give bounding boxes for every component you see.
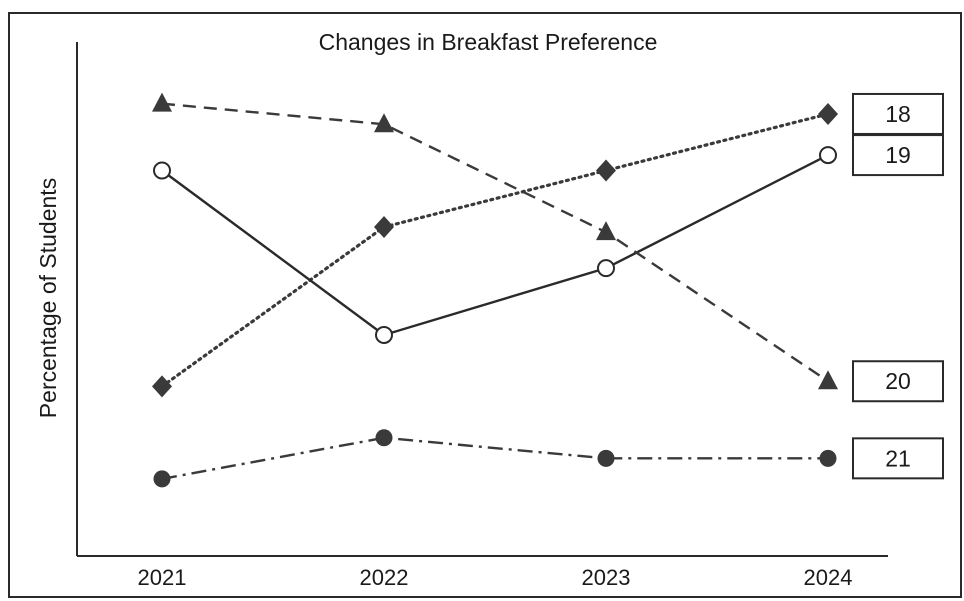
data-point — [818, 370, 838, 390]
series-label-box: 18 — [852, 92, 944, 135]
data-point — [374, 113, 394, 133]
data-point — [153, 161, 171, 180]
series-21 — [153, 429, 837, 488]
x-tick-label: 2021 — [138, 565, 187, 590]
series-line — [161, 154, 829, 337]
data-point — [819, 146, 837, 165]
series-18 — [152, 102, 838, 398]
series-line — [160, 112, 830, 388]
x-ticks: 2021 2022 2023 2024 — [138, 565, 853, 590]
series-line — [161, 102, 829, 383]
data-point — [375, 429, 393, 447]
data-point — [819, 449, 837, 467]
series-label-text: 20 — [885, 368, 911, 394]
series-label-box: 20 — [852, 360, 944, 403]
x-tick-label: 2022 — [360, 565, 409, 590]
series-line — [161, 436, 828, 481]
y-axis-label: Percentage of Students — [35, 178, 61, 418]
x-tick-label: 2023 — [582, 565, 631, 590]
data-point — [597, 259, 615, 278]
data-point — [597, 449, 615, 467]
series-label-box: 19 — [852, 134, 944, 177]
data-point — [818, 102, 838, 125]
series-label-text: 19 — [885, 142, 911, 168]
data-point — [375, 325, 393, 344]
series-label-boxes: 18 19 20 21 — [852, 92, 944, 480]
series-label-text: 18 — [885, 101, 911, 127]
label-box-border — [852, 92, 944, 135]
data-point — [153, 470, 171, 488]
series-19 — [153, 146, 837, 344]
label-box-border — [852, 134, 944, 177]
data-point — [152, 92, 172, 112]
label-box-border — [852, 437, 944, 480]
series-label-box: 21 — [852, 437, 944, 480]
data-point — [596, 221, 616, 241]
series-label-text: 21 — [885, 445, 911, 471]
label-box-border — [852, 360, 944, 403]
data-point — [596, 159, 616, 182]
data-point — [152, 375, 172, 398]
chart-title: Changes in Breakfast Preference — [319, 29, 658, 55]
data-point — [374, 216, 394, 239]
series-layer — [152, 92, 838, 488]
series-20 — [152, 92, 838, 390]
x-tick-label: 2024 — [804, 565, 853, 590]
